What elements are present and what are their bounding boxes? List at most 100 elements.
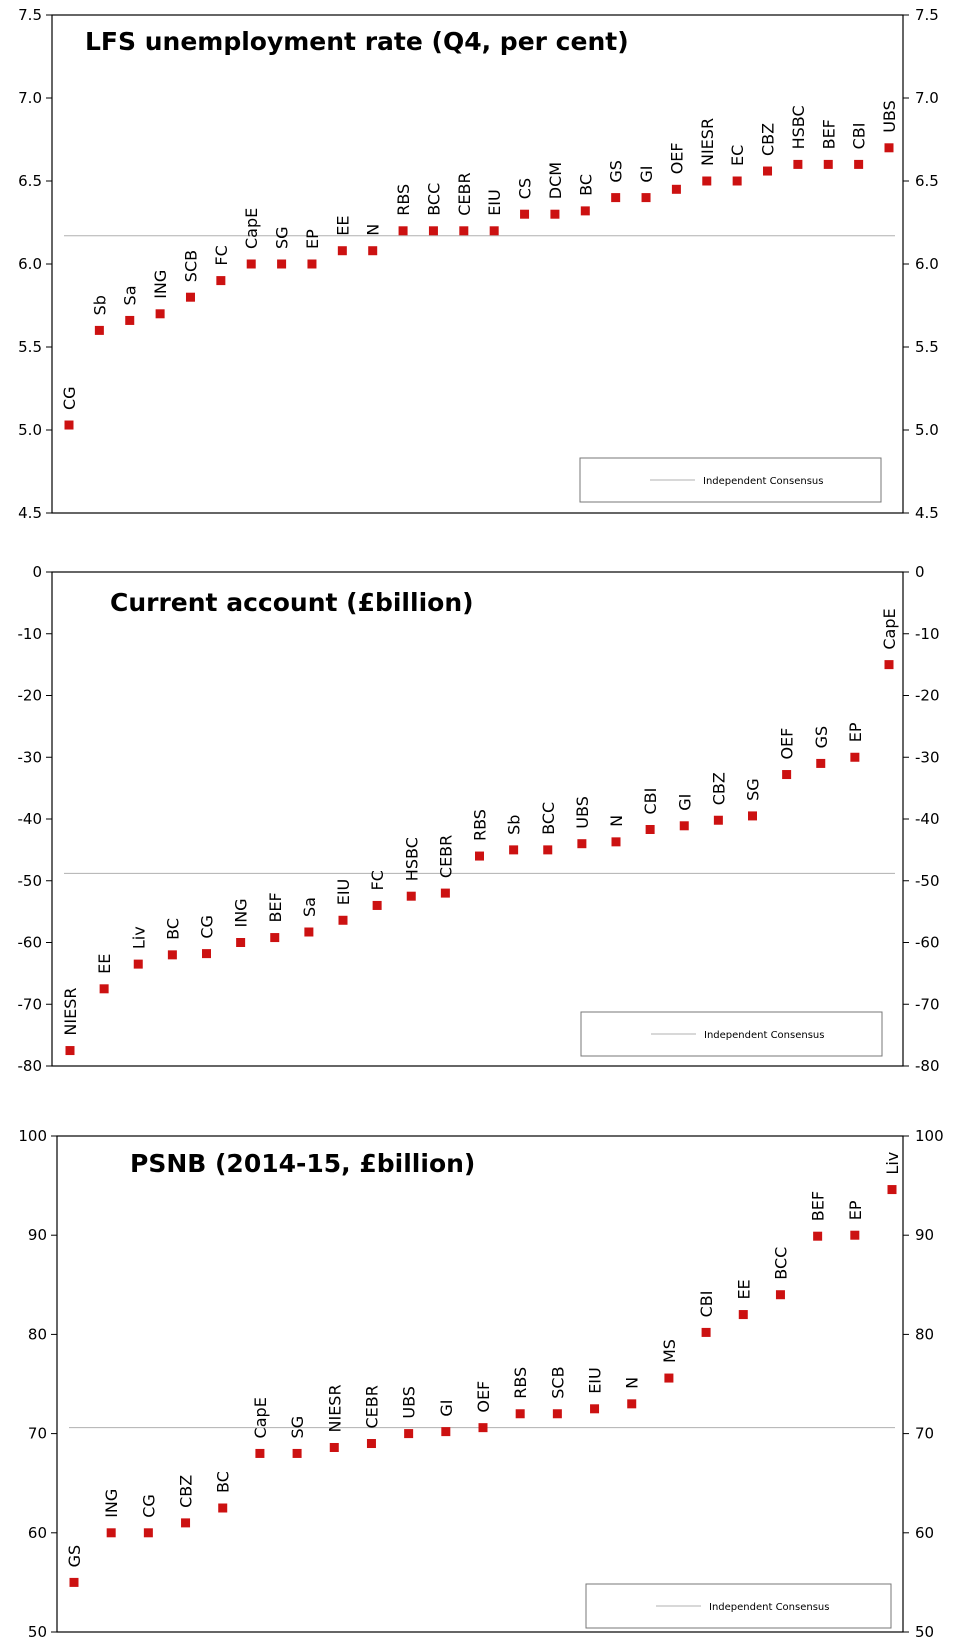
data-point [509,845,519,855]
point-label: ING [232,898,251,927]
point-label: UBS [880,100,899,133]
point-label: EP [846,722,865,742]
data-point [713,815,723,825]
y-tick-label-right: 6.0 [915,255,939,273]
data-point [732,176,742,186]
data-point [428,226,438,236]
y-tick-label-left: -20 [18,687,43,705]
y-tick-label-left: 0 [32,563,42,581]
y-tick-label-right: -70 [915,995,940,1013]
data-point [304,927,314,937]
data-point [143,1528,153,1538]
point-label: EP [846,1200,865,1220]
point-label: Sa [300,897,319,917]
plot-frame [51,14,904,514]
y-tick-label-right: 80 [915,1325,934,1343]
data-point [277,259,287,269]
y-tick-label-left: -50 [18,872,43,890]
point-label: Liv [129,926,148,949]
legend-box [580,1011,883,1057]
y-tick-label-left: 6.0 [18,255,42,273]
chart-1: 4.5 4.5 5.0 5.0 5.5 5.5 6.0 6.0 6.5 6.5 7.0 7.0 7.5 7… [18,6,939,522]
point-label: CBZ [177,1475,196,1508]
data-point [337,246,347,256]
point-label: CapE [880,608,899,649]
data-point [679,821,689,831]
point-label: UBS [400,1386,419,1419]
point-label: GI [637,165,656,182]
point-label: EE [734,1279,753,1299]
y-tick-label-right: 7.5 [915,6,939,24]
data-point [99,984,109,994]
y-tick-label-left: -40 [18,810,43,828]
data-point [246,259,256,269]
data-point [270,933,280,943]
data-point [167,950,177,960]
data-point [580,206,590,216]
data-point [181,1518,191,1528]
point-label: BCC [771,1247,790,1280]
data-point [550,209,560,219]
data-point [125,315,135,325]
data-point [775,1290,785,1300]
y-tick-label-right: 60 [915,1524,934,1542]
legend-box [579,457,882,503]
data-point [854,159,864,169]
point-label: RBS [471,809,490,841]
legend-box [585,1583,892,1629]
y-tick-label-left: 4.5 [18,504,42,522]
y-tick-label-left: 5.0 [18,421,42,439]
data-point [738,1310,748,1320]
point-label: Sb [505,815,524,835]
data-point [65,1046,75,1056]
data-point [441,1427,451,1437]
data-point [202,949,211,959]
data-point [884,143,894,153]
data-point [611,193,621,203]
point-label: BC [576,174,595,196]
point-label: HSBC [789,105,808,149]
data-point [218,1503,228,1513]
point-label: SG [273,226,292,249]
data-point [645,824,655,834]
point-label: CBI [641,788,660,815]
point-label: NIESR [325,1384,344,1432]
point-label: HSBC [402,837,421,881]
legend-label: Independent Consensus [709,1602,829,1613]
y-tick-label-left: 90 [28,1226,47,1244]
data-point [823,159,833,169]
point-label: BC [214,1471,233,1493]
data-point [329,1442,339,1452]
data-point [185,292,195,302]
data-point [366,1439,376,1449]
y-tick-label-left: 50 [28,1623,47,1641]
point-label: EE [95,954,114,974]
point-label: ING [151,270,170,299]
point-label: CBI [697,1291,716,1318]
data-point [236,938,246,947]
point-label: ING [102,1489,121,1518]
data-point [590,1404,600,1414]
data-point [155,309,165,319]
data-point [782,770,792,780]
point-label: DCM [546,162,565,199]
y-tick-label-right: -80 [915,1057,940,1075]
point-label: CBZ [709,772,728,805]
point-label: UBS [573,796,592,829]
chart-title: LFS unemployment rate (Q4, per cent) [85,27,629,56]
y-tick-label-right: -20 [915,687,940,705]
data-point [372,900,382,910]
data-point [520,209,530,219]
data-point [887,1185,897,1195]
y-tick-label-right: 4.5 [915,504,939,522]
data-point [850,752,860,762]
point-label: GS [65,1545,84,1568]
point-label: Sa [121,285,140,305]
chart-2: -80 -80 -70 -70 -60 -60 -50 -50 -40 -40 -30 -30 -20 -… [18,563,940,1075]
data-point [664,1373,674,1383]
y-tick-label-right: 100 [915,1127,944,1145]
y-tick-label-left: 6.5 [18,172,42,190]
y-tick-label-left: -80 [18,1057,43,1075]
data-point [94,325,104,335]
point-label: CG [198,915,217,939]
